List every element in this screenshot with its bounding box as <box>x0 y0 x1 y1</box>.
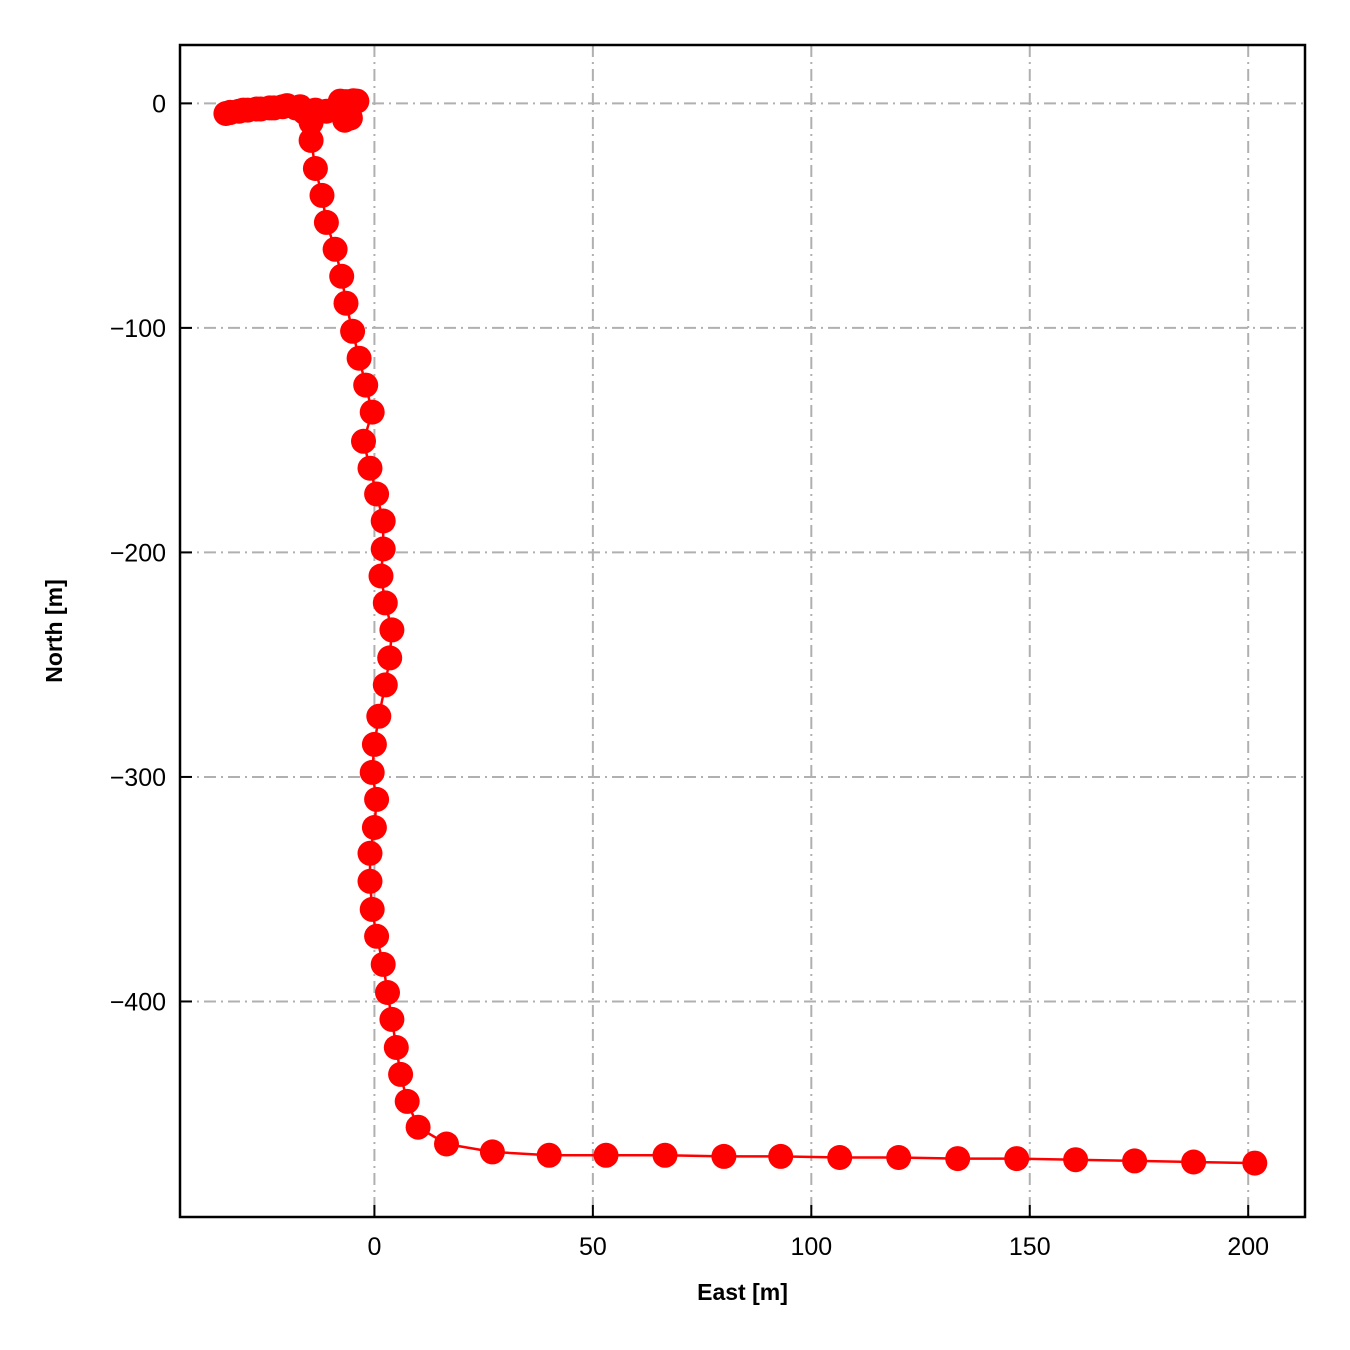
data-point <box>361 731 387 757</box>
data-point <box>379 1006 405 1032</box>
data-point <box>364 481 390 507</box>
data-point <box>536 1142 562 1168</box>
axis-ticks <box>180 102 1250 1217</box>
data-point <box>357 840 383 866</box>
data-point <box>298 110 324 135</box>
data-point <box>359 896 385 922</box>
data-point <box>388 1061 414 1087</box>
data-point <box>346 345 372 371</box>
data-point <box>377 645 403 671</box>
data-point <box>340 318 366 344</box>
data-point <box>359 399 385 425</box>
data-point <box>383 1035 409 1060</box>
data-point <box>357 868 383 894</box>
data-point <box>1063 1147 1089 1173</box>
y-axis-label: North [m] <box>41 579 67 682</box>
axis-tick-labels: 0 50 100 150 200 0 −100 −200 −300 −400 <box>110 90 1269 1261</box>
data-point <box>372 590 398 616</box>
x-tick-label: 50 <box>579 1233 607 1261</box>
data-point <box>1181 1149 1207 1175</box>
x-tick-label: 0 <box>367 1233 381 1261</box>
data-point <box>405 1114 431 1140</box>
trajectory-points <box>213 88 1268 1176</box>
data-point <box>593 1142 619 1168</box>
x-tick-label: 150 <box>1009 1233 1051 1261</box>
data-point <box>298 127 324 153</box>
data-point <box>1004 1146 1030 1172</box>
data-point <box>322 236 348 262</box>
y-tick-label: −400 <box>110 988 166 1016</box>
data-point <box>302 156 328 181</box>
data-point <box>1242 1150 1268 1176</box>
data-point <box>313 209 339 235</box>
data-point <box>351 428 376 454</box>
data-point <box>768 1143 794 1169</box>
data-point <box>361 815 387 840</box>
y-tick-label: 0 <box>152 90 166 118</box>
x-tick-label: 200 <box>1227 1233 1269 1261</box>
data-point <box>364 923 390 949</box>
y-tick-label: −200 <box>110 539 166 567</box>
y-tick-label: −100 <box>110 315 166 343</box>
plot-frame <box>178 43 1307 1219</box>
data-point <box>652 1142 678 1168</box>
data-point <box>370 536 396 562</box>
data-point <box>372 672 398 698</box>
data-point <box>394 1088 420 1114</box>
data-point <box>375 980 400 1005</box>
data-point <box>945 1146 971 1172</box>
data-point <box>333 290 359 316</box>
data-point <box>370 951 396 977</box>
data-point <box>359 759 385 785</box>
data-point <box>434 1131 459 1157</box>
data-point <box>329 263 355 289</box>
data-point <box>364 786 390 812</box>
data-point <box>479 1139 505 1165</box>
data-point <box>368 563 394 589</box>
x-tick-label: 100 <box>790 1233 832 1261</box>
data-point <box>827 1145 853 1170</box>
data-point <box>370 508 396 534</box>
data-point <box>711 1143 737 1169</box>
data-point <box>353 372 379 398</box>
data-point <box>357 455 383 481</box>
data-point <box>366 703 392 729</box>
data-point <box>379 617 405 643</box>
x-axis-label: East [m] <box>697 1279 788 1305</box>
grid-lines <box>180 45 1305 1217</box>
data-point <box>1122 1148 1148 1174</box>
y-tick-label: −300 <box>110 764 166 792</box>
data-point <box>886 1145 912 1170</box>
data-point <box>309 182 335 208</box>
